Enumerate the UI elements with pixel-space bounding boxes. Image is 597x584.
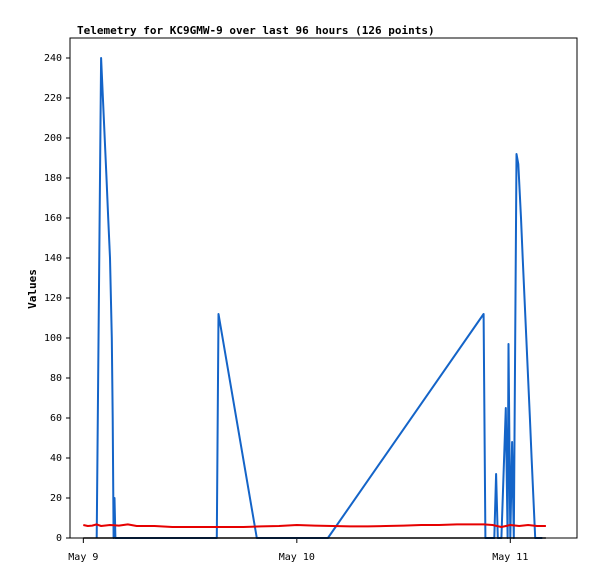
y-tick-label: 220 — [44, 93, 62, 104]
plot-area — [69, 37, 578, 539]
y-tick-label: 180 — [44, 173, 62, 184]
y-tick-label: 80 — [50, 373, 62, 384]
series-line-2 — [83, 523, 546, 528]
y-tick-label: 20 — [50, 493, 62, 504]
y-tick-label: 160 — [44, 213, 62, 224]
y-tick-label: 140 — [44, 253, 62, 264]
x-axis: May 9 May 10 May 11 — [68, 538, 528, 563]
series-line-1 — [95, 57, 543, 539]
y-tick-label: 0 — [56, 533, 62, 544]
y-tick-label: 200 — [44, 133, 62, 144]
y-tick-label: 40 — [50, 453, 62, 464]
x-tick-label: May 9 — [68, 552, 98, 563]
y-tick-label: 60 — [50, 413, 62, 424]
y-tick-label: 100 — [44, 333, 62, 344]
y-tick-label: 240 — [44, 53, 62, 64]
y-tick-label: 120 — [44, 293, 62, 304]
y-axis-label: Values — [26, 269, 39, 309]
x-tick-label: May 10 — [279, 552, 315, 563]
series-layer — [83, 57, 546, 539]
y-axis: 0 20 40 60 80 100 120 140 160 180 200 220 240 — [44, 53, 70, 544]
x-tick-label: May 11 — [492, 552, 528, 563]
chart-title: Telemetry for KC9GMW-9 over last 96 hour… — [77, 24, 435, 37]
